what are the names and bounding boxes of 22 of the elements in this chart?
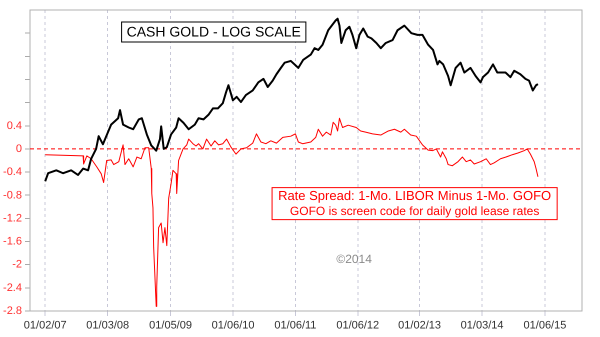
series-label: Rate Spread: 1-Mo. LIBOR Minus 1-Mo. GOFO xyxy=(278,188,552,204)
y-tick-label: -1.2 xyxy=(3,212,22,224)
x-tick-label: 01/03/14 xyxy=(460,320,504,332)
y-tick-label: -0.8 xyxy=(3,189,22,202)
y-tick-label: -2 xyxy=(12,258,22,271)
x-tick-label: 01/06/15 xyxy=(524,320,566,332)
series-label: CASH GOLD - LOG SCALE xyxy=(126,23,301,40)
annotation: GOFO is screen code for daily gold lease rates xyxy=(290,204,540,218)
y-tick-label: 0.4 xyxy=(6,120,22,132)
x-tick-label: 01/05/09 xyxy=(149,320,192,332)
y-tick-label: -2.8 xyxy=(3,305,22,318)
annotation: ©2014 xyxy=(336,252,372,266)
x-tick-label: 01/06/10 xyxy=(212,320,254,332)
y-tick-label: -2.4 xyxy=(3,282,22,294)
x-tick-label: 01/02/07 xyxy=(24,320,67,332)
x-tick-label: 01/06/11 xyxy=(274,320,316,332)
y-tick-label: 0 xyxy=(16,142,22,155)
x-tick-label: 01/06/12 xyxy=(336,320,380,332)
x-tick-label: 01/03/08 xyxy=(86,320,130,332)
y-tick-label: -1.6 xyxy=(3,236,22,248)
y-tick-label: -0.4 xyxy=(3,166,22,178)
x-tick-label: 01/02/13 xyxy=(398,320,441,332)
